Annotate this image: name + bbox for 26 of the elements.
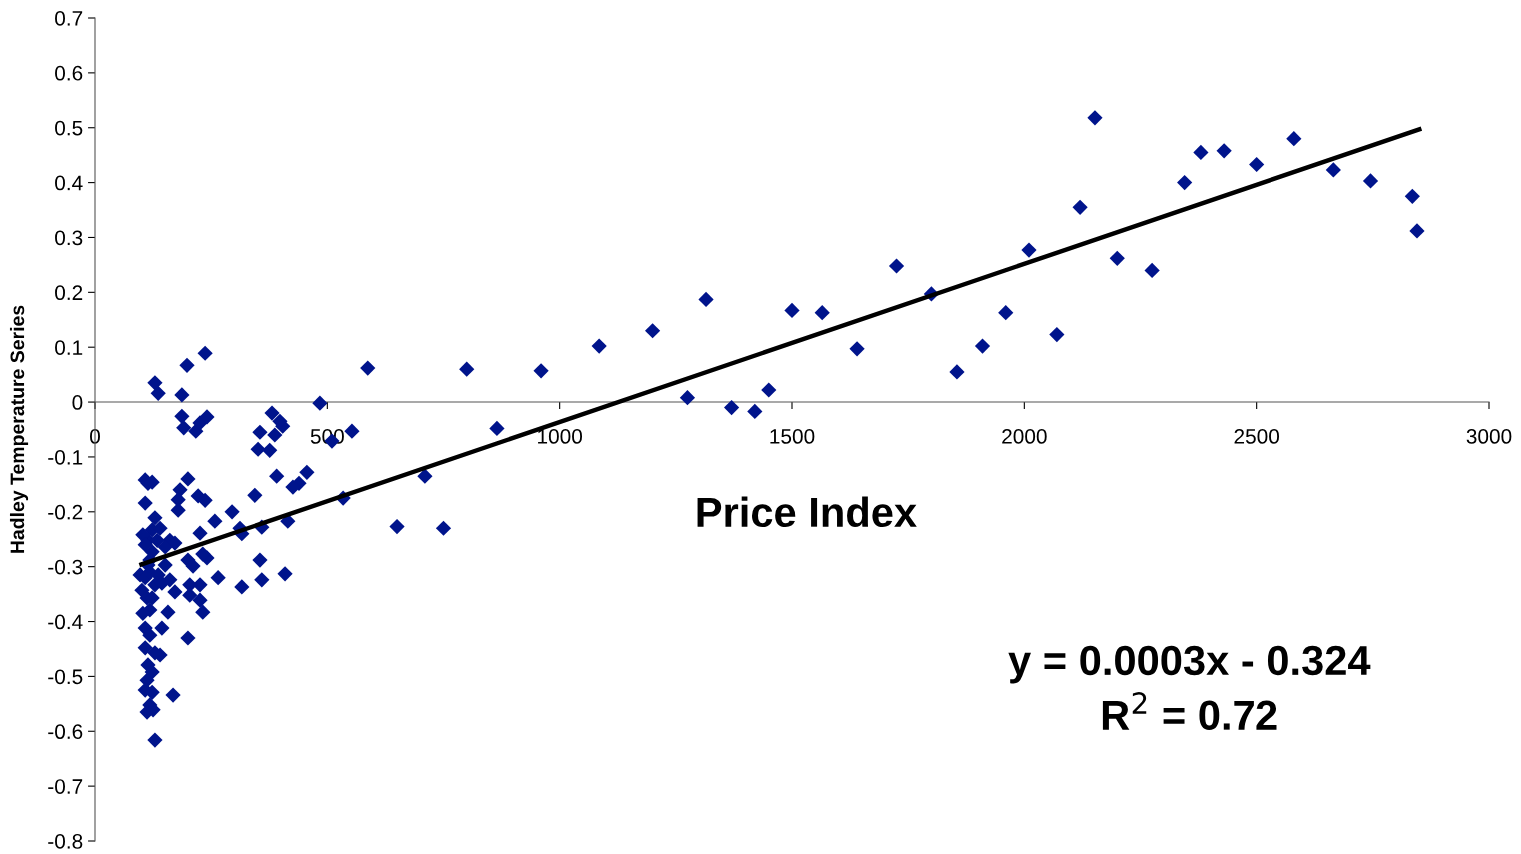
y-tick-label: -0.4 [48,614,83,630]
x-tick-label: 1500 [770,429,815,444]
y-tick-label: -0.2 [48,504,83,520]
x-tick-label: 3000 [1466,429,1512,444]
y-tick-label: -0.8 [48,834,83,849]
x-tick-label: 1000 [538,429,583,444]
y-tick-label: -0.3 [48,559,83,575]
y-tick-label: -0.7 [48,779,83,794]
y-tick-label: 0.6 [55,65,83,81]
y-tick-label: 0 [72,395,83,410]
y-tick-label: 0.4 [55,175,83,191]
y-tick-label: 0.5 [55,120,83,136]
y-tick-label: -0.6 [48,724,83,740]
annotation: y = 0.0003x - 0.324 [1008,645,1371,684]
annotation: R$^{2}$ = 0.72 [1102,692,1277,731]
y-tick-label: 0.1 [55,340,83,355]
x-tick-label: 2500 [1234,429,1280,444]
x-tick-label: 0 [90,429,100,444]
y-tick-label: -0.5 [48,669,83,685]
y-tick-label: 0.3 [55,230,83,246]
y-tick-label: 0.7 [55,11,83,26]
y-tick-label: -0.1 [48,449,83,465]
x-axis-title: Price Index [697,496,917,528]
y-axis-title: Hadley Temperature Series [9,305,29,553]
y-tick-label: 0.2 [55,285,83,301]
x-tick-label: 2000 [1002,429,1047,444]
